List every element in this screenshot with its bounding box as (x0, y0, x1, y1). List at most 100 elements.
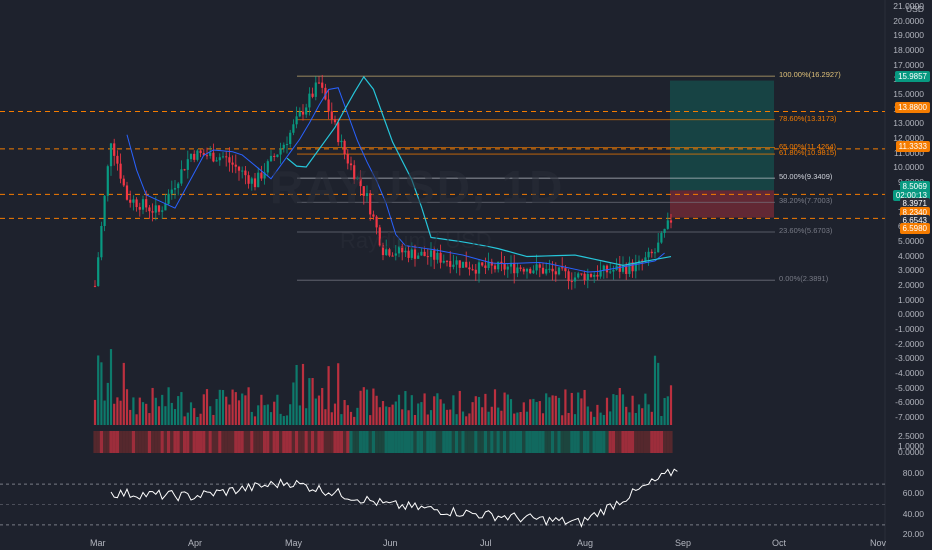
volume-bar (317, 395, 321, 425)
oscillator-cell (419, 431, 423, 453)
candle (170, 189, 173, 194)
oscillator-cell (272, 431, 276, 453)
oscillator-cell (413, 431, 417, 453)
oscillator-cell (423, 431, 427, 453)
oscillator-cell (512, 431, 516, 453)
volume-bar (295, 364, 298, 425)
oscillator-cell (496, 431, 500, 453)
volume-bar (241, 393, 244, 425)
candle (570, 281, 573, 283)
candle (157, 205, 161, 212)
candle (532, 270, 535, 274)
candle (301, 111, 305, 115)
oscillator-cell (119, 431, 123, 453)
volume-bar (119, 400, 122, 425)
candle (493, 265, 497, 270)
price-tick-label: 19.0000 (893, 30, 924, 41)
month-label: Sep (675, 538, 692, 548)
volume-bar (602, 414, 605, 425)
volume-bar (394, 401, 397, 425)
candle (561, 267, 564, 269)
oscillator-cell (515, 431, 519, 453)
candle (631, 262, 634, 272)
oscillator-cell (189, 431, 193, 453)
candle (519, 267, 522, 269)
volume-bar (449, 409, 452, 425)
candle (458, 260, 461, 268)
oscillator-cell (295, 431, 299, 453)
volume-bar (276, 394, 279, 425)
candle (647, 251, 650, 258)
month-label: Aug (577, 538, 594, 548)
oscillator-cell (259, 431, 263, 453)
oscillator-cell (151, 431, 155, 453)
volume-bar (116, 397, 119, 425)
candle (314, 82, 317, 97)
candle (231, 162, 234, 165)
oscillator-cell (240, 431, 244, 453)
volume-bar (148, 413, 151, 425)
candle (577, 273, 580, 278)
oscillator-cell (135, 431, 139, 453)
candle (369, 193, 372, 215)
volume-bar (605, 397, 609, 425)
candle (244, 170, 247, 176)
volume-bar (589, 411, 593, 425)
rsi-tick-label: 80.00 (902, 468, 924, 478)
oscillator-cell (314, 431, 318, 453)
volume-bar (551, 395, 554, 425)
volume-bar (423, 393, 426, 425)
oscillator-cell (157, 431, 161, 453)
oscillator-cell (304, 431, 308, 453)
volume-bar (205, 389, 209, 425)
candle (564, 268, 567, 272)
candle (333, 119, 337, 123)
price-tick-label: 17.0000 (893, 59, 924, 70)
oscillator-cell (266, 431, 270, 453)
volume-bar (330, 412, 333, 425)
oscillator-cell (147, 431, 151, 453)
volume-bar (618, 387, 621, 425)
volume-bar (506, 394, 509, 425)
candle (100, 225, 103, 258)
candle (529, 268, 532, 274)
oscillator-cell (567, 431, 571, 453)
candle (93, 285, 97, 287)
oscillator-cell (583, 431, 587, 453)
candle (97, 257, 100, 287)
oscillator-cell (391, 431, 395, 453)
candle (359, 177, 362, 187)
candle (253, 178, 257, 188)
volume-bar (170, 402, 173, 425)
candle (113, 143, 116, 156)
volume-bar (564, 389, 567, 425)
volume-bar (669, 385, 673, 425)
candle (385, 249, 388, 256)
oscillator-cell (503, 431, 507, 453)
volume-bar (180, 392, 183, 425)
volume-bar (385, 406, 388, 425)
candle (330, 111, 333, 120)
oscillator-cell (339, 431, 343, 453)
oscillator-cell (483, 431, 487, 453)
volume-bar (359, 390, 362, 425)
volume-bar (151, 387, 154, 425)
volume-bar (250, 411, 253, 425)
oscillator-cell (205, 431, 209, 453)
volume-bar (141, 402, 145, 425)
candle (391, 255, 394, 257)
candle (509, 262, 513, 267)
oscillator-cell (218, 431, 222, 453)
candle (167, 193, 170, 204)
oscillator-cell (576, 431, 580, 453)
volume-bar (532, 398, 535, 425)
oscillator-cell (323, 431, 327, 453)
oscillator-cell (282, 431, 286, 453)
candle (628, 262, 631, 274)
candle (356, 177, 359, 180)
fib-level-label: 23.60%(5.6703) (779, 226, 833, 236)
oscillator-cell (573, 431, 577, 453)
oscillator-cell (378, 431, 382, 453)
volume-bar (231, 389, 234, 425)
